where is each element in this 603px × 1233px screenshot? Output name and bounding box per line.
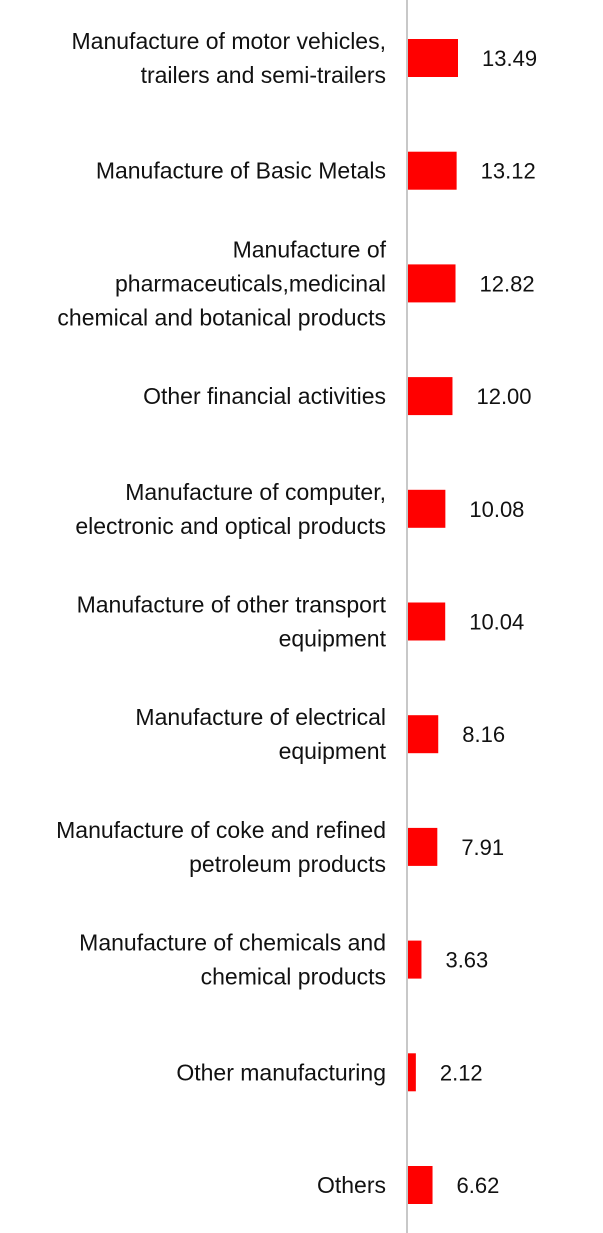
category-tick-label: Manufacture of motor vehicles, trailers a… bbox=[72, 28, 386, 88]
category-tick-label: Manufacture of other transport equipment bbox=[77, 592, 387, 652]
category-tick-label-line: chemical products bbox=[201, 964, 386, 990]
category-tick-label-line: Manufacture of other transport bbox=[77, 592, 387, 618]
bar bbox=[408, 377, 453, 416]
category-tick-label: Manufacture of Basic Metals bbox=[96, 158, 386, 184]
category-tick-label-line: chemical and botanical products bbox=[57, 304, 386, 330]
category-tick-label-line: pharmaceuticals,medicinal bbox=[115, 270, 386, 296]
bar bbox=[408, 827, 438, 866]
category-tick-label-line: trailers and semi-trailers bbox=[141, 62, 386, 88]
bar bbox=[408, 489, 446, 528]
category-tick-label: Other manufacturing bbox=[176, 1059, 386, 1085]
bar bbox=[408, 715, 439, 754]
category-tick-label: Manufacture of pharmaceuticals,medicinal c… bbox=[57, 236, 386, 330]
category-tick-label-line: Manufacture of computer, bbox=[125, 479, 386, 505]
data-label: 8.16 bbox=[462, 722, 505, 747]
category-tick-label-line: Manufacture of Basic Metals bbox=[96, 158, 386, 184]
data-label: 6.62 bbox=[457, 1173, 500, 1198]
category-tick-label-line: electronic and optical products bbox=[75, 513, 386, 539]
data-label: 2.12 bbox=[440, 1060, 483, 1085]
data-label: 7.91 bbox=[461, 835, 504, 860]
category-tick-label-line: Other financial activities bbox=[143, 383, 386, 409]
bar bbox=[408, 940, 422, 979]
bar bbox=[408, 1166, 433, 1204]
category-tick-label: Manufacture of electrical equipment bbox=[135, 704, 386, 764]
category-tick-label-line: Manufacture of motor vehicles, bbox=[72, 28, 386, 54]
category-tick-label: Manufacture of coke and refined petroleum… bbox=[56, 817, 386, 877]
category-tick-label-line: Manufacture of electrical bbox=[135, 704, 386, 730]
data-label: 13.49 bbox=[482, 46, 537, 71]
data-label: 10.04 bbox=[469, 610, 524, 635]
category-tick-label-line: Manufacture of bbox=[233, 236, 387, 262]
data-label: 13.12 bbox=[481, 159, 536, 184]
bar bbox=[408, 264, 456, 303]
category-tick-label-line: petroleum products bbox=[189, 851, 386, 877]
bar bbox=[408, 1053, 416, 1092]
category-tick-label-line: equipment bbox=[279, 626, 387, 652]
data-label: 12.82 bbox=[480, 271, 535, 296]
bar bbox=[408, 39, 458, 77]
category-tick-label: Others bbox=[317, 1172, 386, 1198]
data-label: 12.00 bbox=[476, 384, 531, 409]
data-label: 10.08 bbox=[469, 497, 524, 522]
category-tick-label-line: Manufacture of coke and refined bbox=[56, 817, 386, 843]
category-tick-label: Other financial activities bbox=[143, 383, 386, 409]
category-tick-label-line: Manufacture of chemicals and bbox=[79, 930, 386, 956]
category-tick-label: Manufacture of chemicals and chemical pro… bbox=[79, 930, 386, 990]
category-tick-label: Manufacture of computer, electronic and o… bbox=[75, 479, 386, 539]
category-tick-label-line: equipment bbox=[279, 738, 387, 764]
bar bbox=[408, 151, 457, 190]
bar bbox=[408, 602, 446, 641]
data-label: 3.63 bbox=[445, 948, 488, 973]
category-tick-label-line: Others bbox=[317, 1172, 386, 1198]
category-tick-label-line: Other manufacturing bbox=[176, 1059, 386, 1085]
